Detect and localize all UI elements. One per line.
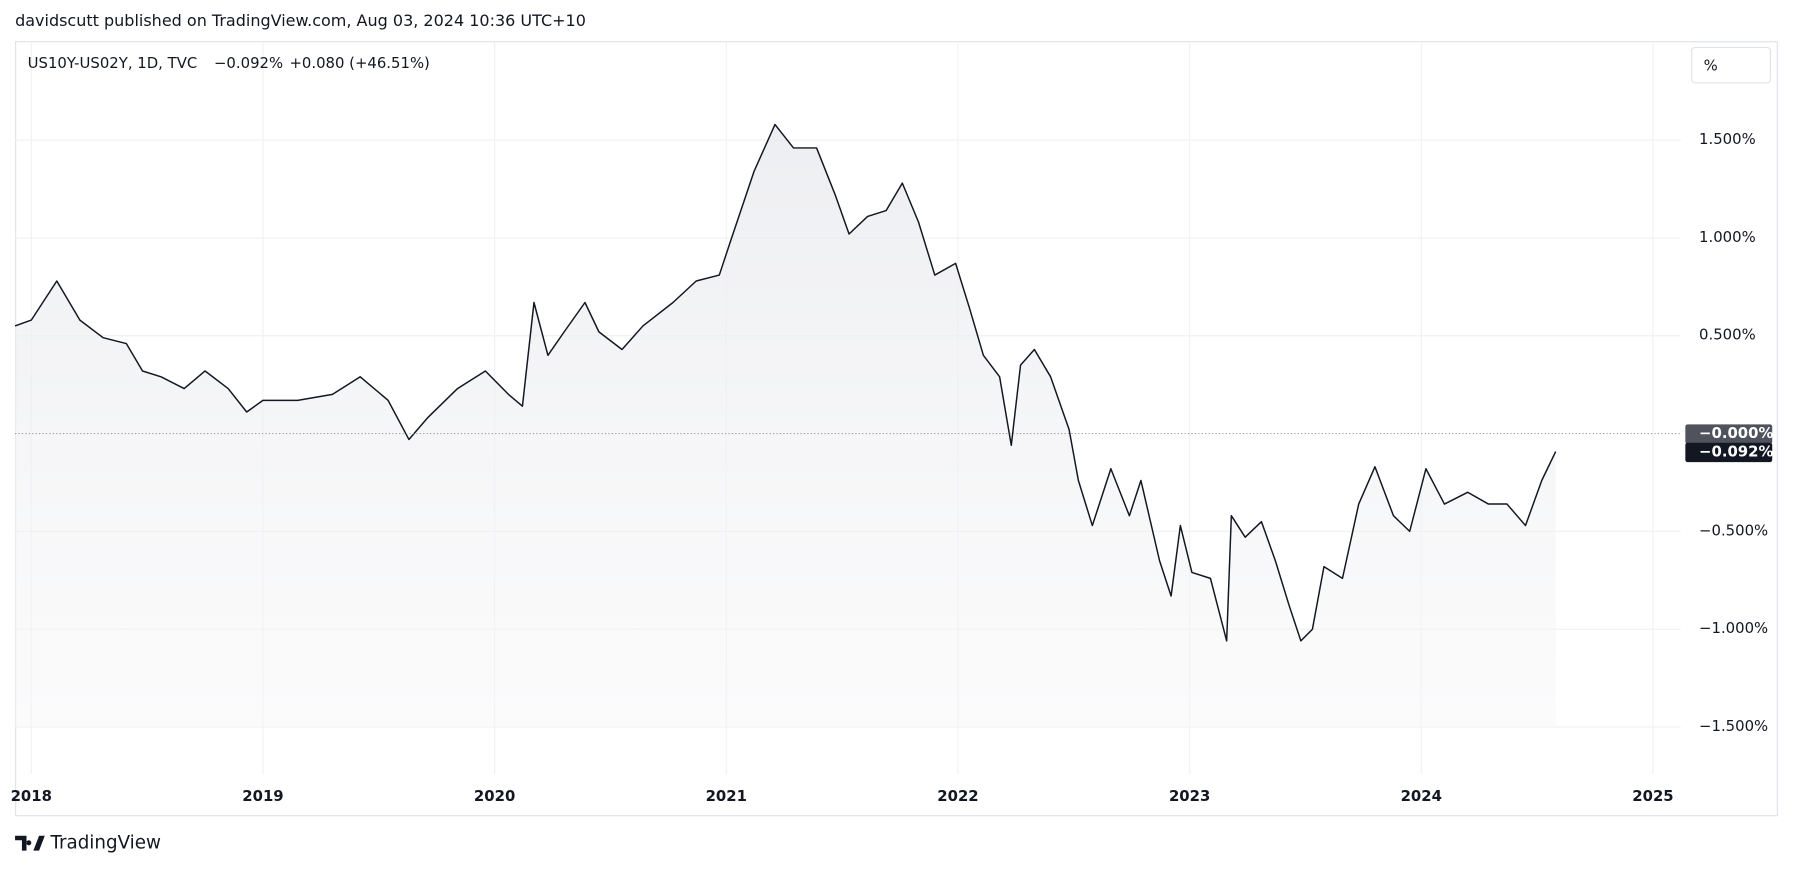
line bbox=[14, 123, 1557, 642]
y-tick-label: −1.500% bbox=[1699, 717, 1768, 735]
brand-name: TradingView bbox=[50, 833, 162, 854]
price-label-box bbox=[1685, 442, 1773, 463]
plot bbox=[14, 123, 1681, 729]
x-tick-label: 2022 bbox=[937, 787, 978, 805]
price-label-box bbox=[1685, 424, 1773, 444]
brand-logo bbox=[15, 835, 45, 851]
y-tick-label: −0.500% bbox=[1699, 521, 1768, 539]
x-tick-label: 2025 bbox=[1632, 787, 1673, 805]
legend-last: −0.092% bbox=[214, 54, 283, 72]
price-label: −0.000% bbox=[1699, 424, 1773, 442]
scale-button-label[interactable]: % bbox=[1704, 56, 1718, 74]
price-label: −0.092% bbox=[1699, 442, 1773, 460]
legend-change: +0.080 (+46.51%) bbox=[289, 54, 429, 72]
x-tick-label: 2018 bbox=[11, 787, 52, 805]
y-tick-label: 1.500% bbox=[1699, 130, 1756, 148]
scale-button[interactable] bbox=[1691, 46, 1772, 84]
y-tick-label: 0.500% bbox=[1699, 326, 1756, 344]
x-tick-label: 2023 bbox=[1169, 787, 1210, 805]
y-tick-label: 1.000% bbox=[1699, 228, 1756, 246]
x-tick-label: 2020 bbox=[474, 787, 515, 805]
x-tick-label: 2021 bbox=[706, 787, 747, 805]
x-tick-label: 2024 bbox=[1401, 787, 1442, 805]
legend-symbol: US10Y-US02Y, 1D, TVC bbox=[28, 54, 198, 72]
y-tick-label: −1.000% bbox=[1699, 619, 1768, 637]
x-tick-label: 2019 bbox=[242, 787, 283, 805]
area bbox=[15, 124, 1556, 729]
publish-header: davidscutt published on TradingView.com,… bbox=[15, 11, 586, 30]
